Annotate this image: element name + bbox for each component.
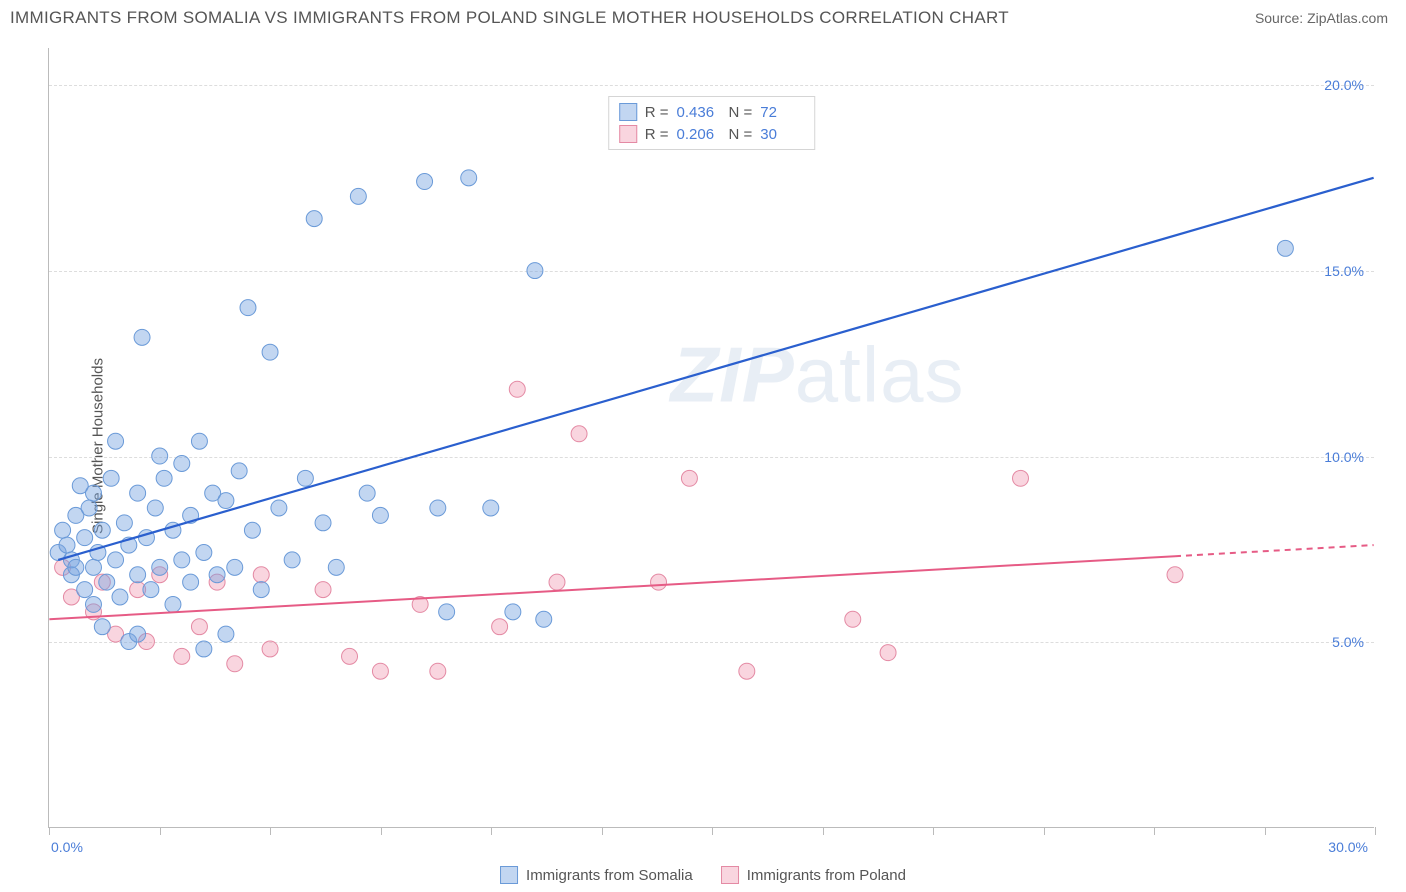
n-value-poland: 30 xyxy=(760,126,804,143)
swatch-poland xyxy=(619,125,637,143)
n-value-somalia: 72 xyxy=(760,104,804,121)
legend-stats: R = 0.436 N = 72 R = 0.206 N = 30 xyxy=(608,96,816,150)
legend-stats-row-somalia: R = 0.436 N = 72 xyxy=(619,101,805,123)
series-label-somalia: Immigrants from Somalia xyxy=(526,867,693,884)
legend-stats-row-poland: R = 0.206 N = 30 xyxy=(619,123,805,145)
r-label: R = xyxy=(645,126,669,143)
n-label: N = xyxy=(729,126,753,143)
swatch-somalia xyxy=(619,103,637,121)
legend-item-somalia: Immigrants from Somalia xyxy=(500,866,693,884)
swatch-somalia xyxy=(500,866,518,884)
legend-item-poland: Immigrants from Poland xyxy=(721,866,906,884)
r-label: R = xyxy=(645,104,669,121)
scatter-svg xyxy=(49,48,1374,827)
r-value-somalia: 0.436 xyxy=(677,104,721,121)
chart-plot-area: ZIPatlas R = 0.436 N = 72 R = 0.206 N = … xyxy=(48,48,1374,828)
swatch-poland xyxy=(721,866,739,884)
x-tick-label: 30.0% xyxy=(1328,839,1368,855)
series-label-poland: Immigrants from Poland xyxy=(747,867,906,884)
x-tick-label: 0.0% xyxy=(51,839,83,855)
n-label: N = xyxy=(729,104,753,121)
source-label: Source: ZipAtlas.com xyxy=(1255,10,1388,26)
chart-title: IMMIGRANTS FROM SOMALIA VS IMMIGRANTS FR… xyxy=(10,8,1009,28)
r-value-poland: 0.206 xyxy=(677,126,721,143)
legend-series: Immigrants from Somalia Immigrants from … xyxy=(500,866,906,884)
